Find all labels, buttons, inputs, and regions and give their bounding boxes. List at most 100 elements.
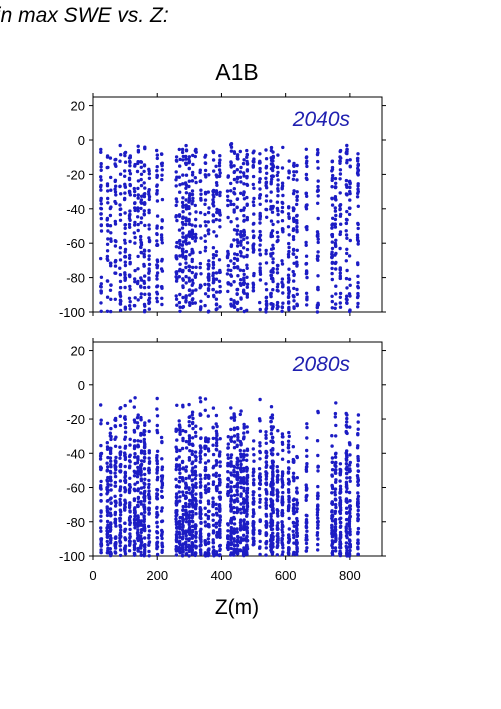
scatter-point bbox=[109, 465, 113, 469]
scatter-point bbox=[181, 235, 185, 239]
scatter-point bbox=[291, 498, 296, 502]
scatter-point bbox=[356, 538, 360, 542]
scatter-point bbox=[305, 177, 309, 182]
scatter-point bbox=[194, 539, 198, 543]
scatter-point bbox=[118, 159, 122, 163]
scatter-point bbox=[239, 165, 243, 170]
scatter-point bbox=[214, 441, 219, 445]
scatter-point bbox=[114, 536, 118, 540]
scatter-point bbox=[252, 234, 256, 238]
scatter-point bbox=[356, 166, 360, 171]
scatter-point bbox=[211, 443, 215, 447]
scatter-point bbox=[258, 475, 263, 479]
scatter-point bbox=[211, 287, 215, 292]
scatter-point bbox=[109, 188, 113, 192]
scatter-point bbox=[245, 430, 250, 434]
scatter-point bbox=[280, 305, 284, 309]
scatter-point bbox=[275, 267, 279, 271]
scatter-point bbox=[265, 521, 269, 526]
scatter-point bbox=[334, 423, 338, 428]
scatter-point bbox=[128, 509, 132, 513]
scatter-point bbox=[345, 301, 349, 305]
scatter-point bbox=[207, 272, 211, 276]
scatter-point bbox=[304, 483, 308, 487]
scatter-point bbox=[258, 300, 262, 305]
scatter-point bbox=[344, 150, 349, 154]
scatter-point bbox=[108, 541, 113, 545]
scatter-point bbox=[229, 259, 233, 263]
scatter-point bbox=[132, 539, 136, 543]
scatter-point bbox=[180, 220, 185, 225]
scatter-point bbox=[143, 444, 147, 448]
scatter-point bbox=[229, 142, 233, 146]
scatter-point bbox=[199, 537, 203, 542]
scatter-point bbox=[177, 228, 182, 232]
scatter-point bbox=[139, 194, 144, 198]
scatter-point bbox=[184, 173, 189, 177]
scatter-point bbox=[217, 258, 222, 262]
scatter-point bbox=[203, 446, 207, 451]
scatter-point bbox=[269, 145, 274, 150]
scatter-point bbox=[241, 477, 246, 482]
scatter-point bbox=[174, 427, 178, 432]
scatter-point bbox=[214, 302, 219, 306]
scatter-point bbox=[229, 480, 233, 484]
scatter-point bbox=[136, 413, 140, 417]
scatter-point bbox=[203, 202, 207, 206]
scatter-point bbox=[239, 208, 243, 213]
scatter-point bbox=[348, 530, 352, 534]
scatter-point bbox=[160, 241, 164, 245]
scatter-point bbox=[269, 405, 274, 409]
scatter-point bbox=[229, 453, 234, 457]
scatter-point bbox=[304, 225, 308, 229]
scatter-point bbox=[316, 496, 320, 501]
scatter-point bbox=[191, 416, 195, 421]
scatter-point bbox=[132, 498, 137, 503]
scatter-point bbox=[184, 203, 188, 207]
scatter-point bbox=[348, 479, 352, 483]
scatter-point bbox=[105, 461, 109, 465]
scatter-point bbox=[271, 165, 275, 169]
scatter-point bbox=[113, 542, 117, 546]
scatter-point bbox=[160, 440, 164, 444]
scatter-point bbox=[258, 196, 262, 200]
scatter-point bbox=[291, 445, 295, 449]
scatter-point bbox=[330, 271, 334, 276]
scatter-point bbox=[239, 549, 243, 553]
scatter-point bbox=[199, 236, 203, 240]
scatter-point bbox=[215, 552, 219, 557]
scatter-point bbox=[345, 476, 349, 480]
scatter-point bbox=[113, 517, 117, 521]
scatter-point bbox=[142, 517, 146, 521]
scatter-point bbox=[123, 185, 128, 189]
scatter-point bbox=[281, 533, 285, 538]
scatter-point bbox=[333, 185, 338, 189]
scatter-point bbox=[181, 196, 185, 200]
scatter-point bbox=[315, 510, 320, 515]
scatter-point bbox=[295, 541, 299, 545]
scatter-point bbox=[203, 198, 208, 202]
scatter-point bbox=[184, 537, 189, 541]
scatter-point bbox=[217, 279, 222, 283]
scatter-point bbox=[190, 179, 195, 183]
scatter-point bbox=[211, 158, 216, 162]
scatter-point bbox=[108, 469, 113, 474]
scatter-point bbox=[295, 507, 299, 511]
scatter-point bbox=[242, 246, 246, 250]
scatter-point bbox=[142, 467, 147, 471]
scatter-point bbox=[99, 403, 103, 407]
scatter-point bbox=[251, 281, 255, 285]
scatter-point bbox=[348, 238, 352, 243]
scatter-point bbox=[119, 450, 123, 454]
scatter-point bbox=[128, 476, 132, 480]
scatter-point bbox=[338, 149, 342, 154]
scatter-point bbox=[109, 514, 113, 518]
scatter-point bbox=[128, 532, 132, 536]
scatter-point bbox=[147, 167, 151, 171]
scatter-point bbox=[338, 462, 343, 466]
scatter-point bbox=[316, 201, 320, 205]
scatter-point bbox=[239, 502, 243, 506]
scatter-point bbox=[118, 553, 123, 558]
scatter-point bbox=[214, 173, 218, 177]
scatter-point bbox=[265, 454, 269, 458]
